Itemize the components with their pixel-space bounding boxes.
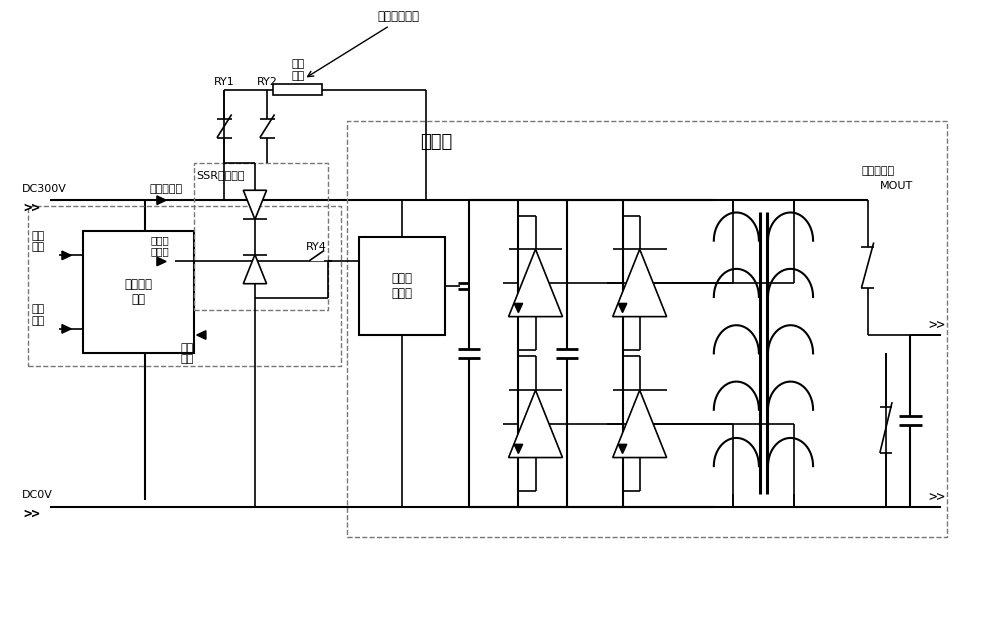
Text: 主回路供电: 主回路供电 — [150, 184, 183, 194]
Polygon shape — [509, 249, 562, 317]
Polygon shape — [243, 190, 267, 219]
Polygon shape — [243, 255, 267, 284]
Bar — [83, 231, 194, 353]
Text: >>: >> — [23, 201, 40, 215]
Polygon shape — [618, 444, 627, 453]
Text: MOUT: MOUT — [880, 181, 913, 191]
Text: 限流
电阵: 限流 电阵 — [291, 59, 304, 81]
Text: 限流电阵通路: 限流电阵通路 — [377, 10, 419, 23]
Bar — [359, 237, 445, 335]
Polygon shape — [613, 249, 667, 317]
Text: >>: >> — [23, 507, 40, 521]
Polygon shape — [62, 251, 71, 260]
Text: 输出接触器: 输出接触器 — [861, 166, 895, 176]
Polygon shape — [514, 304, 523, 312]
Text: 启动停止
电路: 启动停止 电路 — [125, 278, 153, 306]
Polygon shape — [613, 390, 667, 458]
Polygon shape — [157, 196, 166, 204]
Bar — [273, 84, 322, 96]
Text: >>: >> — [929, 489, 946, 504]
Text: 逆变控
制电路: 逆变控 制电路 — [391, 272, 412, 300]
Text: 控制回
路供电: 控制回 路供电 — [151, 235, 170, 256]
Polygon shape — [618, 304, 627, 312]
Text: 停止
操作: 停止 操作 — [31, 304, 45, 326]
Polygon shape — [157, 257, 166, 266]
Text: 启动
操作: 启动 操作 — [31, 230, 45, 252]
Text: 逆变器: 逆变器 — [420, 133, 453, 151]
Text: RY4: RY4 — [306, 242, 327, 252]
Text: 信号
回传: 信号 回传 — [181, 343, 194, 364]
Polygon shape — [514, 444, 523, 453]
Text: DC0V: DC0V — [22, 491, 53, 501]
Text: DC300V: DC300V — [22, 184, 67, 194]
Text: RY1: RY1 — [214, 77, 235, 87]
Text: SSR静态开关: SSR静态开关 — [197, 170, 245, 179]
Text: RY2: RY2 — [257, 77, 278, 87]
Polygon shape — [509, 390, 562, 458]
Text: >>: >> — [929, 318, 946, 332]
Polygon shape — [197, 331, 206, 339]
Polygon shape — [62, 325, 71, 333]
